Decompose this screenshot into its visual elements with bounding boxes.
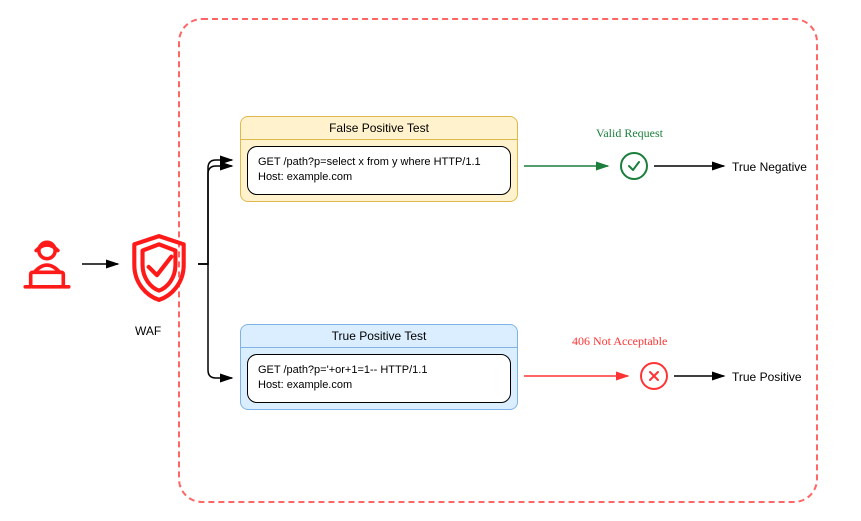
true-positive-label: True Positive	[732, 370, 802, 384]
arrow-x-to-true-positive	[0, 0, 861, 521]
